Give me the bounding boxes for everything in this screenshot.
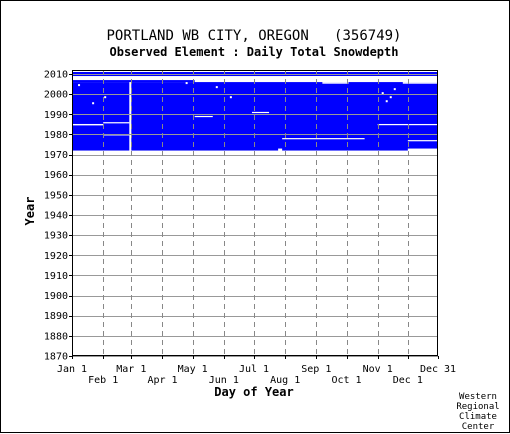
credit-line: Climate <box>459 412 497 422</box>
coverage-gap <box>278 148 283 153</box>
coverage-speck <box>104 96 107 99</box>
y-tick-label: 1950 <box>44 190 68 201</box>
y-tick-label: 2000 <box>44 90 68 101</box>
x-tick-label: Jul 1 <box>239 364 269 375</box>
x-tick-label: Oct 1 <box>331 375 361 386</box>
coverage-gap <box>103 122 130 124</box>
y-tick-label: 1890 <box>44 311 68 322</box>
x-tick-label: Feb 1 <box>88 375 118 386</box>
x-tick-label: Aug 1 <box>270 375 300 386</box>
x-tick-label: May 1 <box>178 364 208 375</box>
credit-block: Western Regional Climate Center <box>456 392 499 432</box>
x-tick-label: Sep 1 <box>301 364 331 375</box>
coverage-gap <box>407 148 438 153</box>
x-tick-labels: Jan 1 Mar 1 May 1 Jul 1 Sep 1 Nov 1 Dec 31 Feb … <box>57 356 456 386</box>
coverage-speck <box>215 86 218 89</box>
coverage-band <box>72 80 195 83</box>
data-coverage-layer <box>72 72 438 153</box>
y-tick-labels: 1870 1880 1890 1900 1910 1920 1930 1940 1950 1960… <box>44 70 72 363</box>
chart-subtitle: Observed Element : Daily Total Snowdepth <box>110 45 399 59</box>
coverage-gap <box>129 82 132 153</box>
y-tick-label: 1970 <box>44 150 68 161</box>
x-tick-label: Dec 1 <box>393 375 423 386</box>
coverage-gap <box>377 123 438 126</box>
y-tick-label: 1880 <box>44 331 68 342</box>
y-tick-label: 1930 <box>44 231 68 242</box>
plot-border <box>72 70 438 356</box>
x-tick-label: Jun 1 <box>209 375 239 386</box>
y-tick-label: 1990 <box>44 110 68 121</box>
coverage-gap <box>288 76 438 81</box>
x-tick-label: Nov 1 <box>363 364 393 375</box>
y-tick-label: 1960 <box>44 170 68 181</box>
y-tick-label: 1870 <box>44 352 68 363</box>
y-tick-label: 1910 <box>44 271 68 282</box>
y-tick-label: 1900 <box>44 291 68 302</box>
y-tick-label: 1920 <box>44 251 68 262</box>
grid-lines <box>72 70 438 357</box>
credit-line: Western <box>459 392 497 402</box>
coverage-gap <box>251 111 270 114</box>
chart-title: PORTLAND WB CITY, OREGON (356749) <box>106 28 401 44</box>
y-axis-label: Year <box>23 197 37 226</box>
credit-line: Center <box>462 422 495 432</box>
coverage-speck <box>78 84 81 87</box>
coverage-speck <box>385 100 388 103</box>
coverage-gap <box>407 140 438 142</box>
y-tick-label: 1980 <box>44 130 68 141</box>
coverage-speck <box>92 102 95 105</box>
coverage-speck <box>389 96 392 99</box>
x-tick-label: Apr 1 <box>147 375 177 386</box>
y-tick-label: 1940 <box>44 211 68 222</box>
coverage-gap <box>322 82 349 84</box>
x-tick-label: Mar 1 <box>116 364 146 375</box>
coverage-speck <box>229 96 232 99</box>
coverage-speck <box>393 88 396 91</box>
x-axis-label: Day of Year <box>214 385 293 399</box>
x-tick-label: Jan 1 <box>57 364 87 375</box>
y-tick-label: 2010 <box>44 70 68 81</box>
credit-line: Regional <box>456 402 499 412</box>
coverage-gap <box>402 82 438 84</box>
coverage-gap <box>72 123 104 126</box>
coverage-gap <box>282 138 365 140</box>
coverage-gap <box>194 115 213 118</box>
coverage-speck <box>381 92 384 95</box>
coverage-speck <box>185 82 188 85</box>
x-tick-label: Dec 31 <box>420 364 456 375</box>
